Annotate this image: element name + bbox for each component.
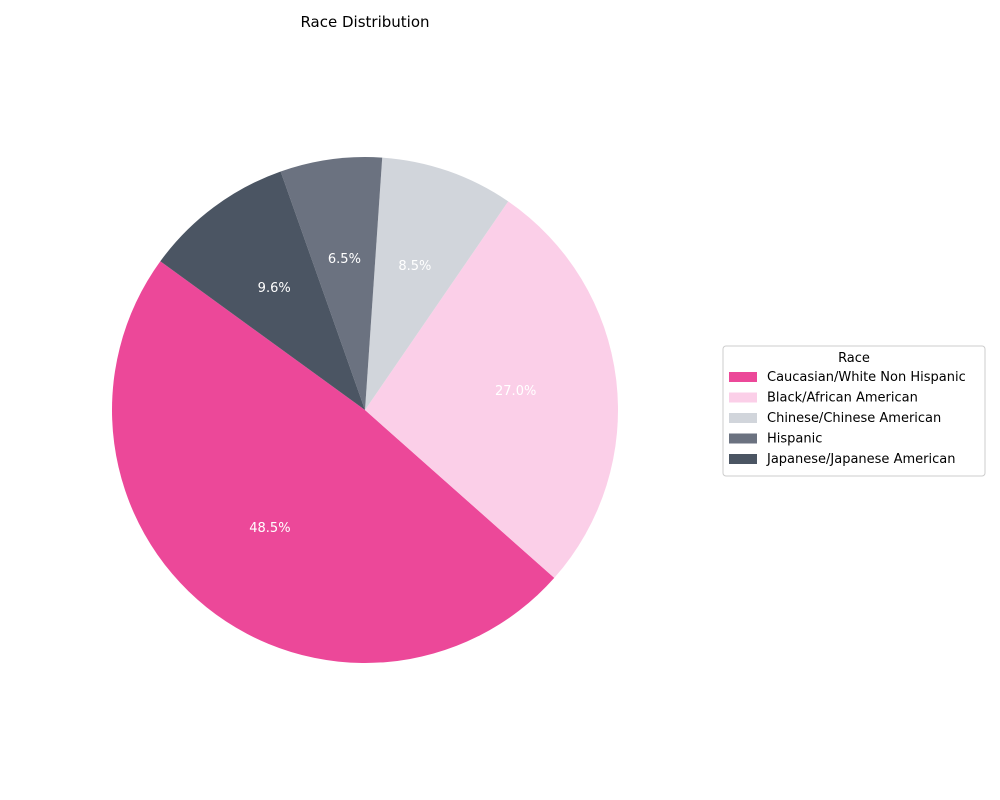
legend-swatch <box>729 413 757 423</box>
legend-items: Caucasian/White Non Hispanic Black/Africa… <box>729 370 966 467</box>
legend-title: Race <box>838 351 870 366</box>
pie-slice-1 <box>365 201 619 578</box>
legend-swatch <box>729 392 757 403</box>
legend-label: Black/African American <box>767 391 918 406</box>
pie-slices <box>111 157 619 664</box>
legend-swatch <box>729 372 757 382</box>
legend-label: Japanese/Japanese American <box>766 452 955 467</box>
legend-swatch <box>729 433 757 444</box>
legend-label: Hispanic <box>767 432 822 447</box>
slice-percentage-label: 8.5% <box>398 259 431 274</box>
legend-label: Chinese/Chinese American <box>767 411 941 426</box>
legend: Race Caucasian/White Non Hispanic Black/A… <box>722 345 986 477</box>
slice-percentage-label: 27.0% <box>495 384 536 399</box>
pie-slice-0 <box>111 261 555 664</box>
legend-frame <box>722 345 986 477</box>
slice-percentage-label: 9.6% <box>258 281 291 296</box>
pie-slice-2 <box>365 157 509 410</box>
chart-title: Race Distribution <box>300 13 429 31</box>
legend-swatch <box>729 454 757 464</box>
pie-slice-3 <box>280 157 383 410</box>
pie-slice-4 <box>160 171 365 410</box>
slice-percentage-label: 6.5% <box>328 252 361 267</box>
legend-label: Caucasian/White Non Hispanic <box>767 370 966 385</box>
slice-percentage-label: 48.5% <box>249 521 290 536</box>
percentage-labels: 48.5% 27.0% 8.5% 6.5% 9.6% <box>249 252 536 536</box>
